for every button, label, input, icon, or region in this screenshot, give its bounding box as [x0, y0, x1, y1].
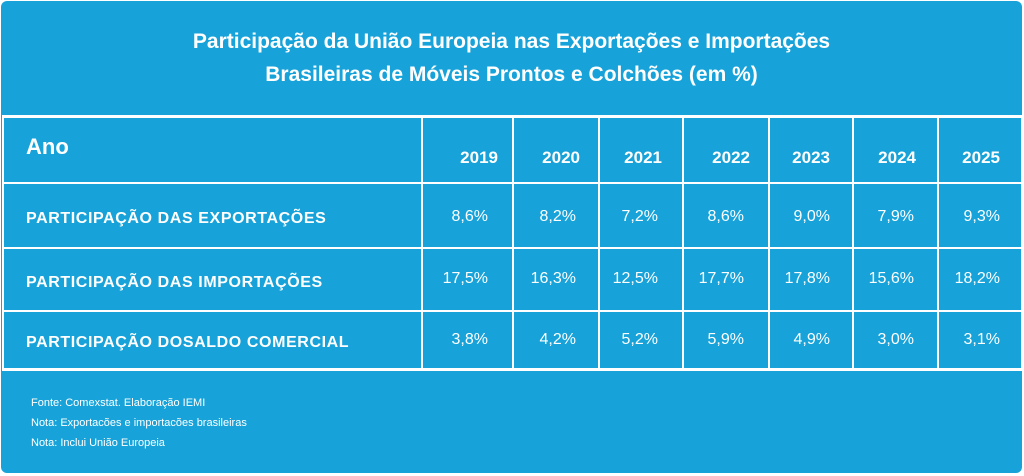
year-header: 2019	[460, 148, 498, 167]
value-cell: 9,0%	[793, 208, 830, 225]
col-divider	[1021, 118, 1022, 368]
value-cell: 5,2%	[621, 331, 658, 348]
note-2: Nota: Inclui União Europeia	[31, 437, 165, 449]
row-label-saldo-comercial: PARTICIPAÇÃO DOSALDO COMERCIAL	[26, 334, 350, 351]
title-line-1: Participação da União Europeia nas Expor…	[192, 30, 831, 53]
value-cell: 17,7%	[698, 270, 744, 287]
row-label-exportacoes: PARTICIPAÇÃO DAS EXPORTAÇÕES	[26, 210, 327, 227]
value-cell: 12,5%	[612, 270, 658, 287]
value-cell: 3,8%	[451, 331, 488, 348]
value-cell: 7,2%	[621, 208, 658, 225]
value-cell: 8,2%	[539, 208, 576, 225]
data-table: Ano 2019 2020 2021 2022 2023 2024 2025 P…	[2, 115, 1022, 371]
value-cell: 8,6%	[707, 208, 744, 225]
row-label-importacoes: PARTICIPAÇÃO DAS IMPORTAÇÕES	[26, 274, 323, 291]
note-1: Nota: Exportacões e importacões brasilei…	[31, 417, 247, 429]
col-divider	[2, 118, 4, 368]
value-cell: 18,2%	[954, 270, 1000, 287]
year-header: 2021	[624, 148, 662, 167]
value-cell: 17,8%	[784, 270, 830, 287]
value-cell: 7,9%	[877, 208, 914, 225]
year-header: 2020	[542, 148, 580, 167]
value-cell: 4,2%	[539, 331, 576, 348]
table-title: Participação da União Europeia nas Expor…	[1, 25, 1022, 91]
col-divider	[512, 118, 514, 368]
col-divider	[598, 118, 600, 368]
col-divider	[421, 118, 423, 368]
header-label: Ano	[26, 134, 69, 159]
col-divider	[682, 118, 684, 368]
value-cell: 15,6%	[868, 270, 914, 287]
value-cell: 4,9%	[793, 331, 830, 348]
source-note: Fonte: Comexstat. Elaboração IEMI	[31, 397, 206, 409]
year-header: 2022	[712, 148, 750, 167]
value-cell: 16,3%	[530, 270, 576, 287]
year-header: 2023	[792, 148, 830, 167]
footnotes: Fonte: Comexstat. Elaboração IEMI Nota: …	[31, 393, 247, 453]
col-divider	[768, 118, 770, 368]
col-divider	[937, 118, 939, 368]
title-line-2: Brasileiras de Móveis Prontos e Colchões…	[265, 63, 758, 86]
value-cell: 5,9%	[707, 331, 744, 348]
value-cell: 3,1%	[963, 331, 1000, 348]
col-divider	[852, 118, 854, 368]
year-header: 2024	[878, 148, 916, 167]
value-cell: 9,3%	[963, 208, 1000, 225]
year-header: 2025	[962, 148, 1000, 167]
value-cell: 17,5%	[442, 270, 488, 287]
value-cell: 3,0%	[877, 331, 914, 348]
value-cell: 8,6%	[451, 208, 488, 225]
